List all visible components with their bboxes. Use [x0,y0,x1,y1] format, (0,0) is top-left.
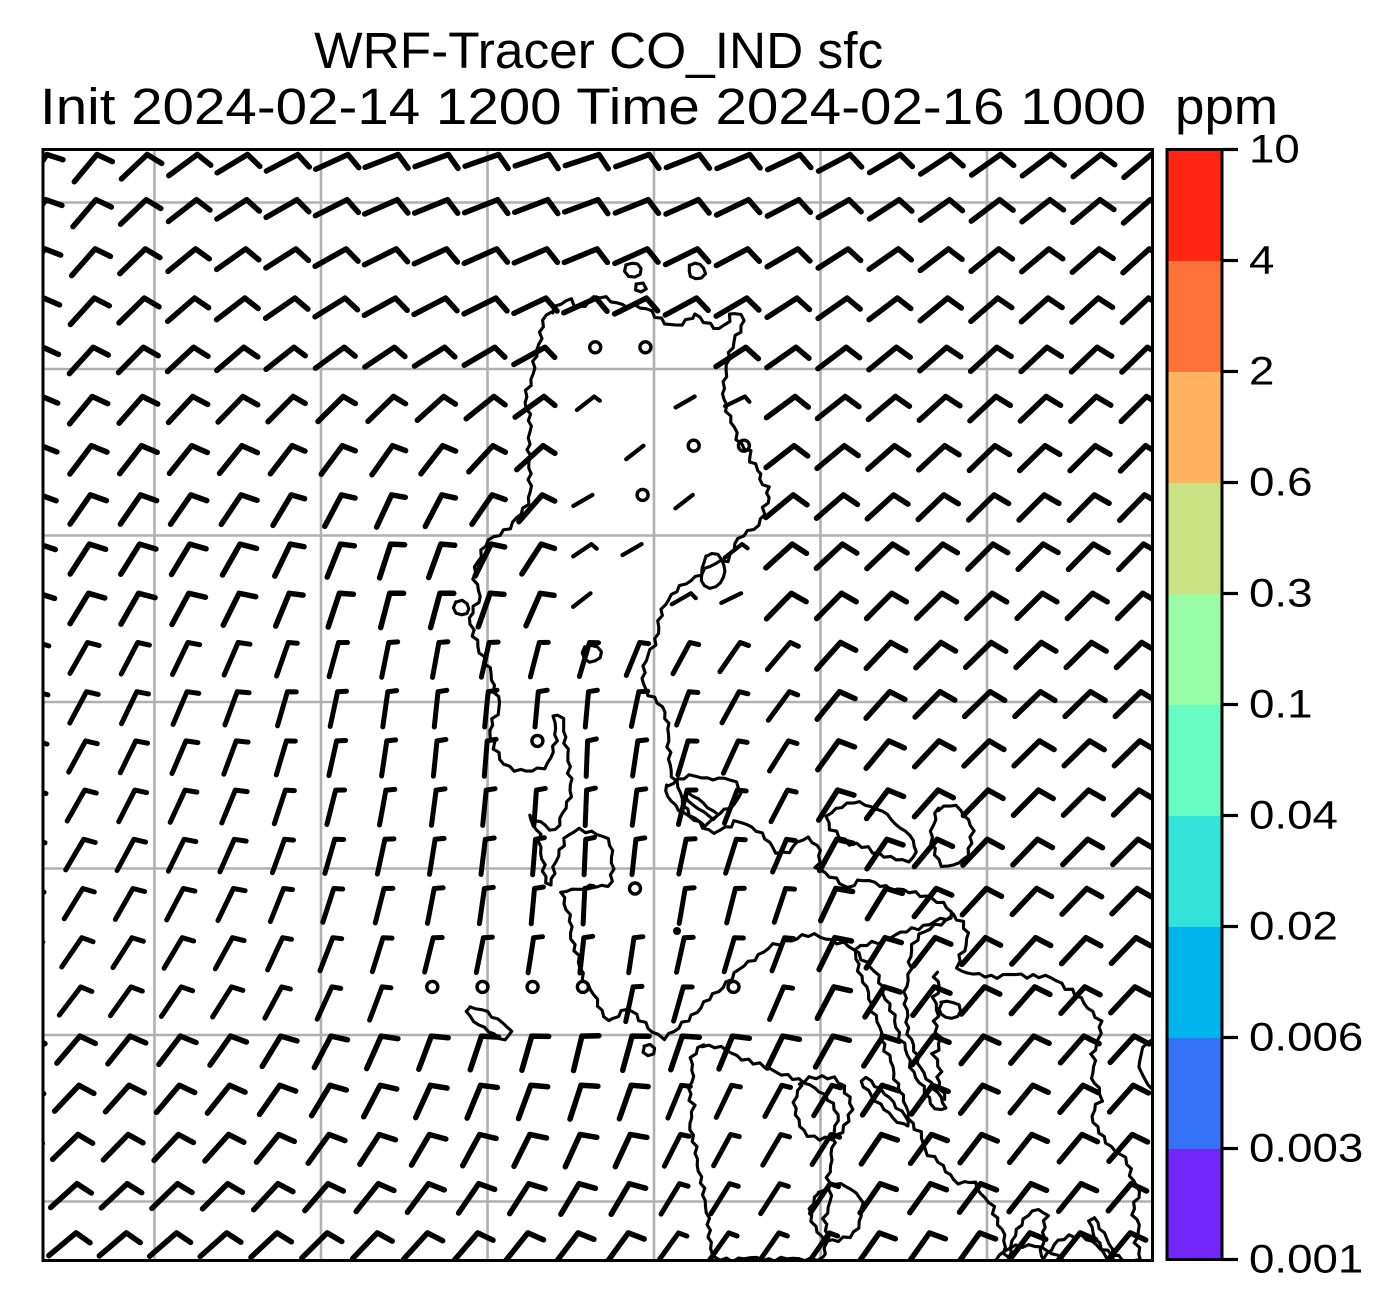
svg-text:10: 10 [1249,128,1300,172]
svg-text:WRF-Tracer CO_IND sfc: WRF-Tracer CO_IND sfc [314,22,883,79]
svg-text:2: 2 [1249,350,1274,394]
svg-text:0.3: 0.3 [1249,572,1313,616]
svg-text:Init 2024-02-14 1200 Time 2024: Init 2024-02-14 1200 Time 2024-02-16 100… [40,78,1146,135]
svg-text:0.6: 0.6 [1249,461,1313,505]
svg-text:0.006: 0.006 [1249,1016,1363,1060]
svg-text:0.04: 0.04 [1249,794,1338,838]
svg-text:0.02: 0.02 [1249,905,1338,949]
svg-text:0.003: 0.003 [1249,1127,1363,1171]
svg-text:0.1: 0.1 [1249,683,1313,727]
svg-text:ppm: ppm [1175,78,1278,135]
svg-text:4: 4 [1249,239,1274,283]
svg-text:0.001: 0.001 [1249,1238,1363,1282]
